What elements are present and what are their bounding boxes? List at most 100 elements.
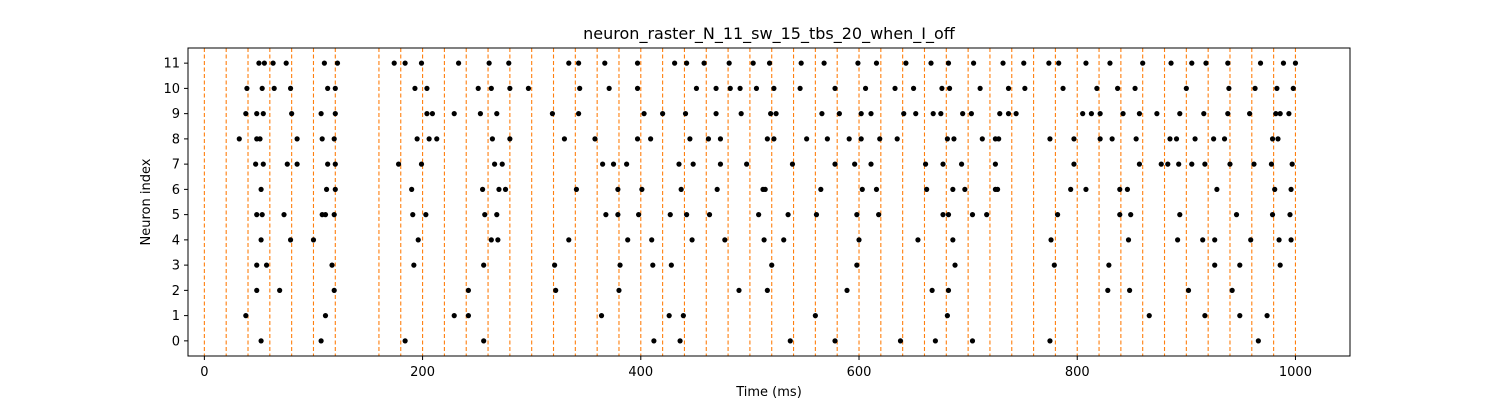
spike-n10-34 — [1132, 85, 1138, 91]
spike-n11-32 — [1046, 60, 1052, 66]
spike-n8-40 — [1221, 136, 1228, 142]
spike-n9-23 — [868, 111, 874, 117]
spike-n3-2 — [329, 262, 335, 268]
spike-n2-3 — [465, 287, 472, 293]
spike-n4-6 — [566, 237, 572, 243]
spike-n4-2 — [310, 237, 317, 243]
spike-n9-3 — [289, 111, 295, 117]
spike-n11-10 — [486, 60, 492, 66]
spike-n10-7 — [424, 85, 430, 91]
spike-n8-20 — [804, 136, 810, 142]
spike-n7-20 — [868, 161, 874, 167]
spike-n5-12 — [636, 212, 642, 218]
spike-n10-2 — [271, 85, 277, 91]
spike-n10-35 — [1183, 85, 1189, 91]
spike-n10-22 — [832, 85, 838, 91]
stimulus-lines — [203, 48, 1296, 356]
spike-n9-6 — [424, 111, 430, 117]
spike-n5-19 — [854, 212, 860, 218]
spike-n11-3 — [283, 60, 289, 66]
spike-n9-44 — [1277, 111, 1283, 117]
spike-n6-9 — [639, 186, 645, 192]
spike-n6-8 — [615, 186, 621, 192]
spike-n10-10 — [507, 85, 513, 91]
spike-n3-8 — [668, 262, 674, 268]
spike-n11-13 — [576, 60, 582, 66]
spike-n11-17 — [684, 60, 690, 66]
spike-n10-4 — [325, 85, 331, 91]
spike-n10-29 — [1005, 85, 1012, 91]
spike-n5-14 — [684, 212, 690, 218]
spike-n3-13 — [1106, 262, 1112, 268]
spike-n2-1 — [277, 287, 283, 293]
spike-n11-21 — [766, 60, 773, 66]
spike-n11-22 — [798, 60, 804, 66]
spike-n9-29 — [968, 111, 974, 117]
spike-n11-8 — [418, 60, 425, 66]
spike-n8-8 — [434, 136, 440, 142]
spike-n0-8 — [897, 338, 904, 344]
spike-n4-17 — [1125, 237, 1132, 243]
plot-frame — [187, 47, 1351, 357]
spike-n9-21 — [836, 111, 842, 117]
spike-n8-17 — [717, 136, 724, 142]
spike-n6-21 — [994, 186, 1001, 192]
spike-n10-13 — [606, 85, 612, 91]
spike-n3-3 — [411, 262, 417, 268]
spike-n5-26 — [1117, 212, 1123, 218]
spike-n8-0 — [236, 136, 242, 142]
spike-n8-11 — [561, 136, 568, 142]
spike-n7-33 — [1251, 161, 1257, 167]
spike-n8-14 — [648, 136, 654, 142]
spike-n5-16 — [756, 212, 762, 218]
y-tick-label-10: 10 — [163, 82, 180, 97]
spike-n2-11 — [1105, 287, 1111, 293]
x-axis: 0 200 400 600 800 1000 — [200, 356, 1312, 380]
spike-n2-5 — [616, 287, 622, 293]
spike-n9-17 — [738, 111, 744, 117]
spike-n11-12 — [566, 60, 572, 66]
spike-n10-15 — [693, 85, 700, 91]
spike-n7-8 — [491, 161, 498, 167]
spike-n2-7 — [764, 287, 770, 293]
x-axis-label: Time (ms) — [735, 385, 802, 400]
spike-n9-12 — [576, 111, 582, 117]
spike-n4-18 — [1175, 237, 1181, 243]
spike-n8-12 — [592, 136, 598, 142]
spike-n8-41 — [1269, 136, 1276, 142]
spike-n11-24 — [855, 60, 861, 66]
spike-n10-8 — [475, 85, 481, 91]
spike-n5-1 — [259, 212, 265, 218]
spike-n7-7 — [418, 161, 425, 167]
spike-n11-2 — [270, 60, 276, 66]
spike-n6-28 — [1288, 186, 1294, 192]
spike-n8-3 — [294, 136, 300, 142]
spike-n6-25 — [1124, 186, 1131, 192]
spike-n7-12 — [624, 161, 630, 167]
spike-n5-25 — [1054, 212, 1061, 218]
spike-n11-35 — [1107, 60, 1113, 66]
spike-n9-1 — [254, 111, 260, 117]
spike-n2-10 — [945, 287, 952, 293]
spike-n6-1 — [323, 186, 330, 192]
spike-n8-42 — [1275, 136, 1281, 142]
spike-n9-0 — [243, 111, 249, 117]
spike-n0-5 — [677, 338, 683, 344]
spike-n9-32 — [1013, 111, 1019, 117]
spike-n11-19 — [726, 60, 732, 66]
spike-n11-40 — [1225, 60, 1231, 66]
spike-n8-5 — [331, 136, 337, 142]
spike-n6-27 — [1272, 186, 1278, 192]
spike-n8-35 — [1133, 136, 1139, 142]
spike-n0-4 — [651, 338, 657, 344]
spike-n7-29 — [1176, 161, 1182, 167]
spike-n2-9 — [929, 287, 935, 293]
spike-n10-19 — [753, 85, 760, 91]
spike-n10-1 — [259, 85, 265, 91]
x-tick-label-1000: 1000 — [1279, 365, 1312, 380]
spike-n5-24 — [984, 212, 990, 218]
spike-n4-0 — [258, 237, 264, 243]
spike-n9-13 — [641, 111, 647, 117]
spike-n10-0 — [244, 85, 250, 91]
spike-n9-27 — [938, 111, 944, 117]
